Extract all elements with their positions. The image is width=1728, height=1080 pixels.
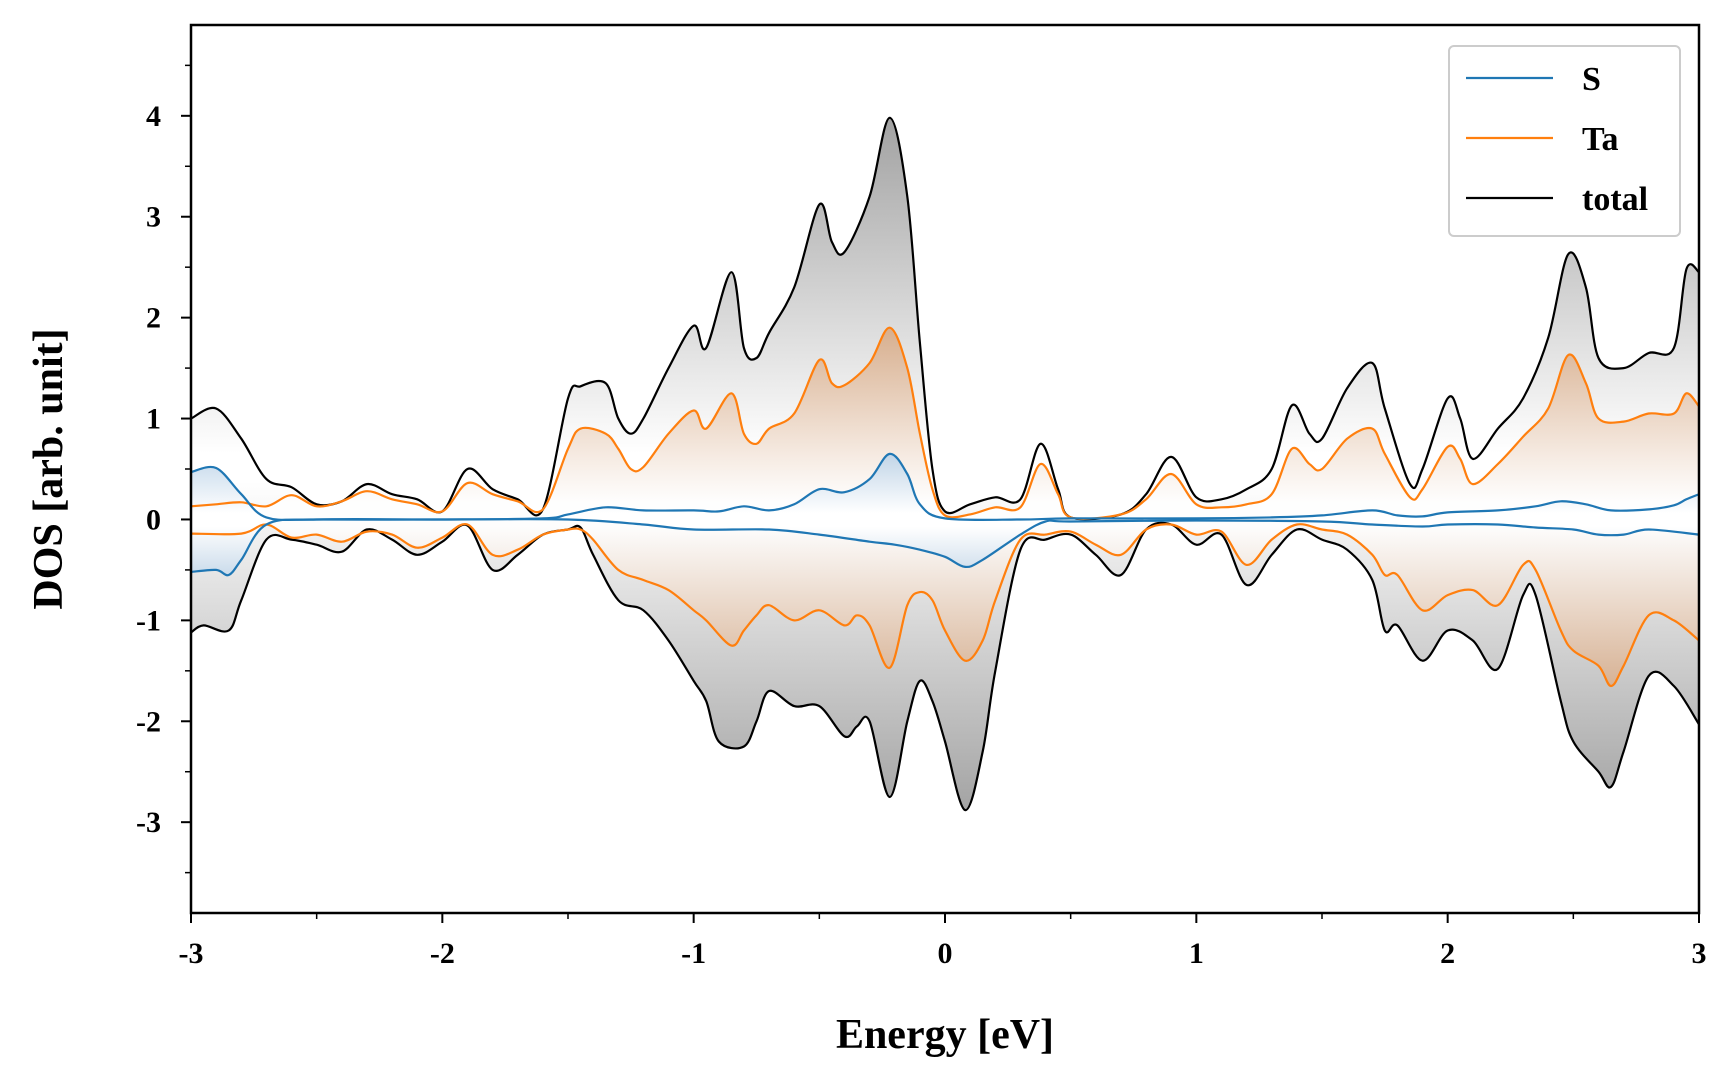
line-ta-up	[191, 326, 1699, 520]
fill-ta	[191, 327, 1699, 686]
x-tick-label: 0	[938, 937, 953, 970]
line-ta-down	[191, 522, 1699, 688]
legend: S Ta total	[1448, 45, 1681, 237]
y-tick-label: 0	[146, 503, 161, 536]
y-tick-label: -3	[136, 806, 161, 839]
x-axis-label: Energy [eV]	[836, 1012, 1054, 1058]
y-tick-label: 3	[146, 201, 161, 234]
x-tick-label: -2	[430, 937, 455, 970]
x-ticks: -3 -2 -1 0 1 2 3	[179, 913, 1707, 970]
fill-total	[191, 117, 1699, 811]
line-total-up	[191, 116, 1699, 521]
y-ticks: -3 -2 -1 0 1 2 3 4	[136, 64, 191, 874]
y-tick-label: -2	[136, 705, 161, 738]
y-tick-label: 2	[146, 302, 161, 335]
y-axis-label: DOS [arb. unit]	[26, 328, 72, 609]
fill-s	[191, 453, 1699, 576]
x-tick-label: 1	[1189, 937, 1204, 970]
line-s-down	[191, 518, 1699, 577]
y-tick-label: 1	[146, 403, 161, 436]
plot-area	[191, 116, 1699, 812]
legend-label-total: total	[1582, 181, 1648, 218]
x-tick-label: 2	[1440, 937, 1455, 970]
legend-label-s: S	[1582, 61, 1601, 98]
y-tick-label: 4	[146, 100, 161, 133]
x-tick-label: 3	[1692, 937, 1707, 970]
legend-box	[1448, 45, 1681, 237]
x-tick-label: -1	[681, 937, 706, 970]
x-tick-label: -3	[179, 937, 204, 970]
legend-label-ta: Ta	[1582, 121, 1619, 158]
y-tick-label: -1	[136, 604, 161, 637]
